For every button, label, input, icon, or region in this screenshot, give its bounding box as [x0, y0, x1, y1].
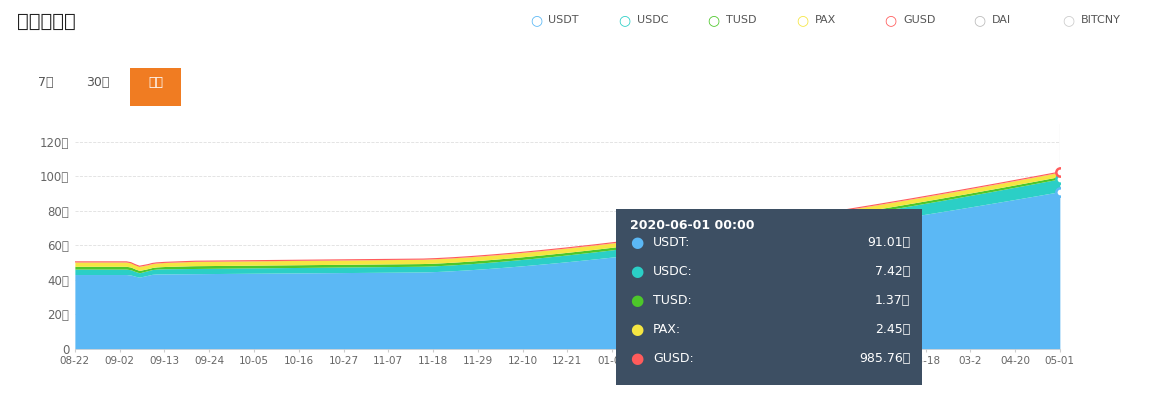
Text: ○: ○ — [1062, 13, 1075, 27]
Text: ○: ○ — [796, 13, 809, 27]
Text: ○: ○ — [530, 13, 543, 27]
Text: 30日: 30日 — [86, 76, 109, 89]
Text: GUSD: GUSD — [903, 15, 935, 25]
Text: USDT:: USDT: — [653, 236, 690, 249]
Text: BITCNY: BITCNY — [1081, 15, 1121, 25]
Text: ●: ● — [630, 350, 644, 366]
Text: 7.42亿: 7.42亿 — [874, 265, 910, 278]
Text: 7日: 7日 — [38, 76, 54, 89]
Text: ○: ○ — [973, 13, 986, 27]
Text: 985.76万: 985.76万 — [859, 352, 910, 365]
Text: USDC:: USDC: — [653, 265, 694, 278]
Text: ●: ● — [630, 322, 644, 337]
Text: ○: ○ — [619, 13, 631, 27]
Text: ●: ● — [630, 264, 644, 279]
Text: ○: ○ — [707, 13, 720, 27]
Text: 流通量趋势: 流通量趋势 — [17, 12, 76, 31]
Text: TUSD:: TUSD: — [653, 294, 692, 307]
Text: USDT: USDT — [548, 15, 578, 25]
Text: 2.45亿: 2.45亿 — [874, 323, 910, 336]
Text: ●: ● — [630, 235, 644, 250]
Text: GUSD:: GUSD: — [653, 352, 694, 365]
Text: DAI: DAI — [992, 15, 1011, 25]
Text: 2020-06-01 00:00: 2020-06-01 00:00 — [630, 219, 755, 231]
Text: USDC: USDC — [637, 15, 668, 25]
Text: PAX:: PAX: — [653, 323, 681, 336]
Text: 1.37亿: 1.37亿 — [874, 294, 910, 307]
Text: ○: ○ — [885, 13, 897, 27]
Text: 91.01亿: 91.01亿 — [867, 236, 910, 249]
Text: 全部: 全部 — [147, 76, 164, 89]
Text: PAX: PAX — [814, 15, 835, 25]
Text: ●: ● — [630, 293, 644, 308]
Text: TUSD: TUSD — [726, 15, 756, 25]
